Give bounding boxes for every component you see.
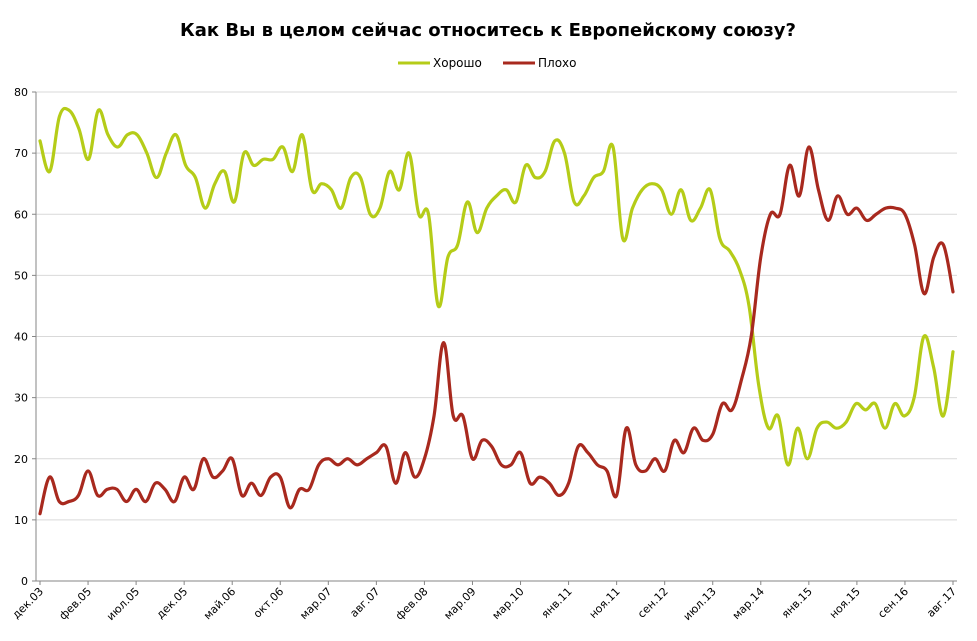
legend-label-series-2: Плохо — [538, 56, 576, 70]
y-tick-label: 70 — [14, 147, 28, 160]
y-tick-label: 30 — [14, 392, 28, 405]
series-layer — [38, 106, 955, 516]
y-tick-label: 0 — [21, 575, 28, 588]
y-tick-label: 40 — [14, 331, 28, 344]
series-line-1 — [38, 106, 955, 467]
series-line-2 — [38, 145, 955, 516]
y-tick-label: 10 — [14, 514, 28, 527]
y-tick-label: 80 — [14, 86, 28, 99]
grid — [36, 91, 957, 521]
legend-label-series-1: Хорошо — [433, 56, 482, 70]
y-axis-tick-labels: 0 10 20 30 40 50 60 70 80 — [14, 86, 36, 588]
legend: Хорошо Плохо — [398, 56, 576, 70]
y-tick-label: 60 — [14, 208, 28, 221]
chart-title: Как Вы в целом сейчас относитесь к Европ… — [180, 20, 796, 41]
y-tick-label: 20 — [14, 453, 28, 466]
y-tick-label: 50 — [14, 269, 28, 282]
